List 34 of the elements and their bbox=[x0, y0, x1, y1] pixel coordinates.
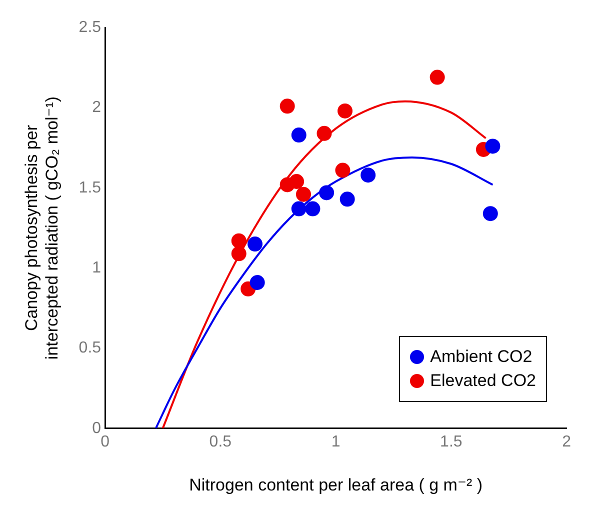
point bbox=[296, 186, 311, 202]
point bbox=[430, 70, 445, 85]
y-axis-title: Canopy photosynthesis per intercepted radiation ( gCO₂ mol⁻¹) bbox=[22, 96, 62, 360]
point bbox=[305, 201, 320, 216]
point bbox=[248, 236, 263, 252]
legend-label: Elevated CO2 bbox=[430, 371, 536, 391]
y-tick-label: 0 bbox=[92, 420, 102, 437]
point bbox=[319, 185, 334, 200]
x-tick-label: 2 bbox=[562, 433, 572, 450]
x-axis-title: Nitrogen content per leaf area ( g m⁻² ) bbox=[189, 475, 482, 494]
point bbox=[485, 138, 500, 154]
x-tick-label: 1.5 bbox=[440, 433, 462, 450]
y-tick-label: 0.5 bbox=[78, 340, 102, 357]
point bbox=[289, 174, 304, 190]
y-tick-label: 2 bbox=[92, 99, 102, 116]
point bbox=[316, 126, 332, 141]
x-tick-label: 1 bbox=[331, 433, 340, 450]
point bbox=[338, 103, 353, 118]
y-tick-label: 1 bbox=[92, 259, 102, 276]
point bbox=[360, 168, 376, 183]
point bbox=[340, 192, 355, 207]
y-tick-label: 2.5 bbox=[78, 19, 102, 36]
point bbox=[250, 275, 265, 290]
point bbox=[291, 128, 306, 143]
y-tick-label: 1.5 bbox=[78, 179, 102, 196]
point bbox=[482, 206, 498, 222]
point bbox=[280, 98, 295, 114]
point bbox=[231, 246, 246, 262]
x-tick-label: 0.5 bbox=[209, 433, 232, 450]
line-series bbox=[154, 156, 494, 428]
legend-label: Ambient CO2 bbox=[430, 347, 532, 367]
point bbox=[335, 162, 350, 178]
point bbox=[231, 233, 246, 248]
point bbox=[291, 201, 306, 216]
